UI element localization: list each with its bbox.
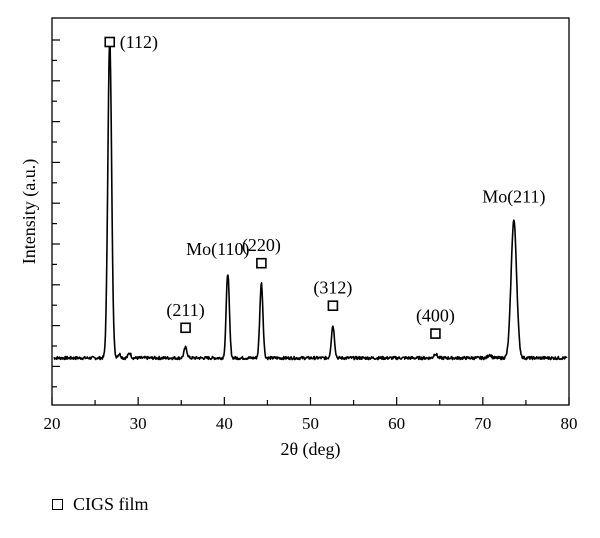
peak-marker-square: [180, 322, 191, 334]
y-axis-label: Intensity (a.u.): [19, 159, 40, 264]
peak-label: Mo(211): [482, 186, 545, 207]
x-tick-label: 60: [388, 414, 405, 433]
peak-marker-square: [104, 36, 116, 48]
peak-marker-square: [327, 300, 339, 312]
peak-marker-square: [430, 328, 441, 339]
chart-legend: CIGS film: [52, 492, 149, 516]
open-square-marker-icon: [52, 498, 63, 510]
peak-label: (112): [120, 32, 158, 53]
peak-annotations: (112) (211) Mo(110)(220) (312) (400) Mo(211): [104, 32, 546, 339]
x-tick-labels: 20 30 40 50 60 70 80: [44, 414, 578, 433]
peak-label: (220): [242, 235, 281, 256]
x-tick-label: 80: [561, 414, 578, 433]
x-tick-label: 50: [302, 414, 319, 433]
x-tick-label: 20: [44, 414, 61, 433]
plot-frame: [51, 17, 570, 406]
peak-label: (211): [166, 300, 204, 321]
peak-marker-square: [256, 257, 267, 269]
x-tick-label: 40: [216, 414, 233, 433]
x-tick-label: 30: [130, 414, 147, 433]
plot-border: [51, 17, 570, 406]
axis-ticks: [51, 39, 570, 405]
peak-label: (312): [313, 278, 352, 299]
legend-label: CIGS film: [73, 493, 149, 514]
x-axis-label: 2θ (deg): [280, 439, 340, 460]
peak-label: Mo(110): [186, 239, 249, 260]
peak-label: (400): [416, 306, 455, 327]
x-tick-label: 70: [474, 414, 491, 433]
xrd-trace-line: [53, 40, 568, 361]
